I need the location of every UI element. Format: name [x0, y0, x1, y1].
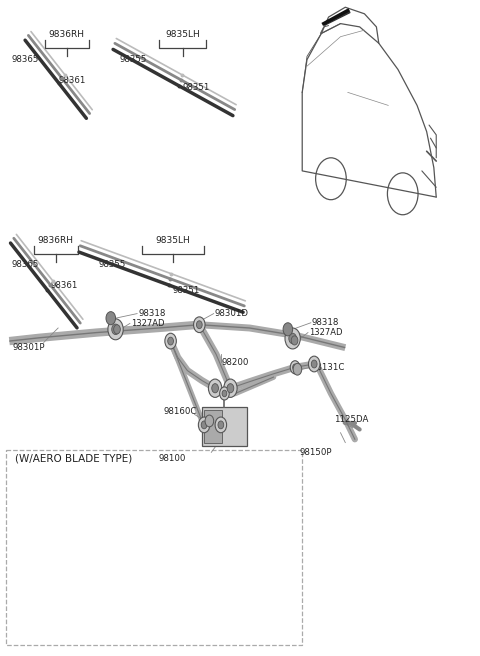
Text: 98361: 98361	[58, 76, 85, 85]
Circle shape	[112, 324, 120, 335]
Text: 98150P: 98150P	[300, 448, 332, 457]
Text: 9836RH: 9836RH	[38, 236, 74, 245]
Text: 98301P: 98301P	[12, 343, 45, 352]
Circle shape	[220, 387, 229, 400]
Text: 98351: 98351	[182, 83, 210, 92]
Circle shape	[293, 363, 302, 375]
Text: 1327AD: 1327AD	[309, 328, 342, 337]
Circle shape	[227, 384, 234, 393]
Text: 1125DA: 1125DA	[334, 415, 368, 424]
Circle shape	[165, 333, 176, 349]
Circle shape	[201, 421, 207, 429]
Text: 98131C: 98131C	[312, 363, 345, 372]
Text: 1327AD: 1327AD	[131, 319, 164, 328]
Circle shape	[196, 321, 202, 329]
Text: 98355: 98355	[120, 55, 147, 64]
Text: 98351: 98351	[172, 285, 199, 295]
Circle shape	[291, 336, 298, 345]
Circle shape	[218, 421, 224, 429]
Text: 9835LH: 9835LH	[156, 236, 191, 245]
Circle shape	[215, 417, 227, 433]
Circle shape	[289, 333, 297, 344]
Circle shape	[222, 390, 227, 397]
Circle shape	[290, 361, 300, 374]
Text: 98365: 98365	[11, 55, 38, 64]
Circle shape	[168, 337, 173, 345]
Circle shape	[285, 328, 300, 349]
Circle shape	[312, 360, 317, 368]
Text: 98100: 98100	[158, 455, 186, 463]
Circle shape	[283, 323, 293, 336]
Circle shape	[309, 356, 320, 372]
Text: 98361: 98361	[51, 281, 78, 290]
Circle shape	[293, 364, 298, 371]
Text: 98160C: 98160C	[163, 407, 197, 417]
Bar	[202, 407, 247, 446]
Circle shape	[205, 415, 214, 427]
Circle shape	[208, 379, 222, 398]
Text: 98200: 98200	[222, 358, 249, 367]
Circle shape	[198, 417, 210, 433]
Circle shape	[106, 312, 116, 325]
Text: (W/AERO BLADE TYPE): (W/AERO BLADE TYPE)	[15, 454, 132, 464]
Circle shape	[224, 379, 237, 398]
Text: 9835LH: 9835LH	[165, 30, 200, 39]
Circle shape	[108, 319, 123, 340]
Text: 98318: 98318	[312, 318, 339, 327]
Bar	[204, 410, 222, 443]
Text: 98318: 98318	[139, 309, 166, 318]
Text: 98301D: 98301D	[215, 309, 249, 318]
Text: 9836RH: 9836RH	[49, 30, 85, 39]
Text: 98365: 98365	[11, 260, 38, 269]
Text: 98355: 98355	[99, 260, 126, 269]
Circle shape	[114, 325, 120, 334]
Circle shape	[193, 317, 205, 333]
Polygon shape	[324, 10, 350, 25]
Circle shape	[212, 384, 218, 393]
